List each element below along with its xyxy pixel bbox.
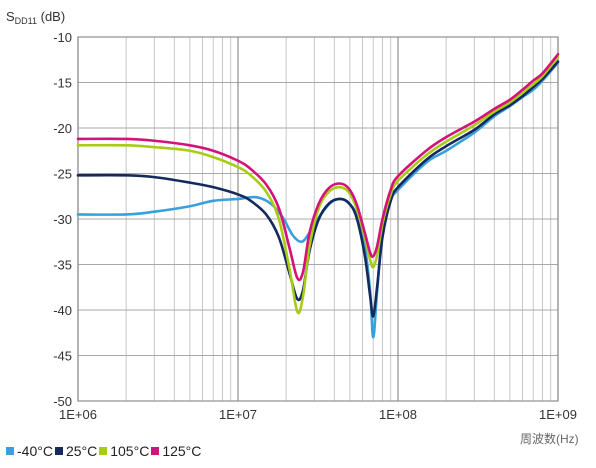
plot-frame: [77, 36, 559, 402]
y-axis-label-subscript: DD11: [14, 16, 38, 26]
legend-label-25c: 25°C: [65, 443, 98, 459]
legend-item-minus40c: -40°C: [6, 443, 53, 459]
y-tick-label: -50: [53, 394, 72, 409]
y-tick-label: -20: [53, 121, 72, 136]
y-tick-label: -35: [53, 258, 72, 273]
major-grid: [77, 36, 559, 402]
legend-item-25c: 25°C: [54, 443, 98, 459]
y-tick-label: -45: [53, 349, 72, 364]
y-axis-label-unit: (dB): [37, 9, 66, 24]
legend-swatch-105c: [99, 447, 108, 455]
legend-swatch-minus40c: [6, 447, 14, 455]
legend-label-minus40c: -40°C: [17, 443, 53, 459]
legend-item-125c: 125°C: [151, 443, 201, 459]
y-axis-label-main: S: [6, 9, 15, 24]
legend-swatch-25c: [54, 447, 63, 455]
y-tick-label: -30: [53, 212, 72, 227]
legend-label-105c: 105°C: [110, 443, 150, 459]
legend-label-125c: 125°C: [162, 443, 202, 459]
y-tick-label: -40: [53, 303, 72, 318]
x-tick-label: 1E+09: [539, 407, 577, 422]
series-line-105c: [76, 55, 560, 315]
series-line-minus40c: [76, 61, 560, 339]
series-lines: [76, 52, 560, 339]
legend: -40°C 25°C 105°C 125°C: [6, 443, 203, 459]
y-tick-label: -15: [53, 76, 72, 91]
x-tick-label: 1E+07: [219, 407, 257, 422]
legend-item-105c: 105°C: [99, 443, 149, 459]
y-axis-label: SDD11 (dB): [6, 9, 65, 26]
y-tick-label: -10: [53, 30, 72, 45]
y-tick-label: -25: [53, 167, 72, 182]
x-axis-label: 周波数(Hz): [520, 432, 579, 446]
series-line-125c: [76, 52, 560, 282]
series-line-25c: [76, 60, 560, 318]
x-tick-label: 1E+06: [59, 407, 97, 422]
x-tick-label: 1E+08: [379, 407, 417, 422]
legend-swatch-125c: [151, 447, 160, 455]
